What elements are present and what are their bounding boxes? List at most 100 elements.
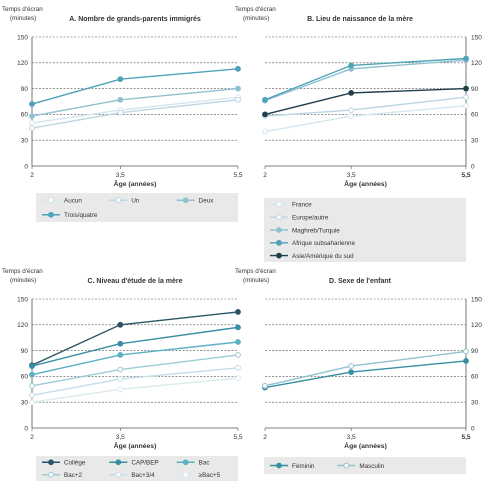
legend-swatch-marker bbox=[115, 197, 122, 204]
x-tick-label: 2 bbox=[263, 434, 267, 441]
legend-swatch-marker bbox=[276, 239, 282, 246]
data-point bbox=[348, 90, 355, 96]
series-line-0 bbox=[264, 105, 467, 133]
x-tick-label: 2 bbox=[30, 172, 34, 179]
y-tick-label: 90 bbox=[471, 348, 479, 355]
legend-swatch-marker bbox=[182, 197, 189, 204]
y-tick-label: 0 bbox=[471, 163, 475, 170]
data-point bbox=[29, 392, 35, 399]
x-tick-label: 3,5 bbox=[116, 172, 125, 179]
x-tick-label: 5,5 bbox=[233, 172, 242, 179]
y-axis-label-line: (minutes) bbox=[243, 15, 269, 22]
y-tick-label: 30 bbox=[21, 400, 29, 407]
legend-entry: CAP/BEP bbox=[131, 460, 158, 467]
legend-swatch-marker bbox=[276, 252, 282, 259]
chart-title: D. Sexe de l'enfant bbox=[329, 278, 392, 285]
legend-swatch-marker bbox=[182, 471, 189, 478]
series-line-3 bbox=[264, 57, 467, 101]
data-point bbox=[235, 352, 241, 358]
data-point bbox=[29, 382, 35, 389]
y-tick-label: 30 bbox=[471, 400, 479, 407]
y-tick-label: 90 bbox=[21, 86, 29, 93]
series-line-1 bbox=[264, 350, 467, 387]
data-point bbox=[29, 371, 35, 378]
data-point bbox=[235, 324, 241, 331]
data-point bbox=[235, 65, 241, 72]
y-axis-label-line: Temps d'écran bbox=[235, 268, 276, 275]
data-point bbox=[348, 369, 355, 376]
y-tick-label: 30 bbox=[21, 138, 29, 145]
data-point bbox=[235, 375, 241, 382]
data-point bbox=[117, 76, 124, 83]
data-point bbox=[235, 309, 241, 315]
legend-entry: Bac+3/4 bbox=[131, 472, 155, 479]
data-point bbox=[29, 363, 35, 369]
legend-entry: Deux bbox=[199, 198, 215, 205]
series-line-1 bbox=[31, 99, 239, 129]
legend-swatch-marker bbox=[343, 462, 350, 469]
legend-entry: Collège bbox=[64, 460, 86, 467]
legend-swatch-marker bbox=[276, 201, 282, 208]
chart-title: A. Nombre de grands-parents immigrés bbox=[69, 16, 201, 23]
data-point bbox=[262, 128, 268, 135]
data-point bbox=[262, 382, 268, 389]
legend-swatch-marker bbox=[48, 471, 54, 478]
legend-entry: Trois/quatre bbox=[64, 212, 98, 219]
chart-panel-1: A. Nombre de grands-parents immigrés Temp… bbox=[2, 6, 243, 222]
y-axis-label-line: Temps d'écran bbox=[2, 6, 43, 13]
x-axis-label: Âge (années) bbox=[114, 179, 157, 188]
series-line-2 bbox=[264, 59, 467, 102]
data-point bbox=[235, 85, 241, 92]
data-point bbox=[262, 111, 268, 118]
legend-entry: Masculin bbox=[359, 463, 384, 470]
y-tick-label: 60 bbox=[471, 112, 479, 119]
legend-entry: Maghreb/Turquie bbox=[292, 227, 340, 234]
legend-box bbox=[264, 457, 466, 474]
legend-swatch-marker bbox=[276, 227, 282, 233]
legend-box bbox=[36, 193, 238, 222]
legend-entry: Asie/Amérique du sud bbox=[292, 253, 354, 260]
series-line-1 bbox=[31, 326, 239, 367]
data-point bbox=[348, 62, 355, 69]
legend-entry: Bac bbox=[199, 460, 210, 467]
data-point bbox=[463, 55, 469, 62]
data-point bbox=[463, 348, 469, 355]
legend-box bbox=[264, 198, 466, 262]
data-point bbox=[117, 386, 124, 393]
x-tick-label: 3,5 bbox=[347, 172, 356, 179]
x-tick-label: 3,5 bbox=[116, 434, 125, 441]
data-point bbox=[29, 120, 35, 126]
series-line-2 bbox=[31, 87, 239, 117]
y-tick-label: 0 bbox=[24, 163, 28, 170]
legend-entry: Aucun bbox=[64, 198, 82, 205]
y-tick-label: 150 bbox=[471, 296, 482, 303]
y-tick-label: 150 bbox=[17, 296, 28, 303]
data-point bbox=[348, 107, 355, 113]
x-tick-label: 2 bbox=[30, 434, 34, 441]
y-axis-label-line: Temps d'écran bbox=[2, 268, 43, 275]
legend-swatch-marker bbox=[182, 459, 189, 466]
data-point bbox=[463, 94, 469, 101]
data-point bbox=[235, 96, 241, 103]
x-axis-label: Âge (années) bbox=[344, 179, 387, 188]
legend-box bbox=[36, 456, 238, 481]
legend-swatch-marker bbox=[276, 462, 282, 469]
x-tick-label: 5,5 bbox=[461, 434, 470, 441]
legend-entry: ≥Bac+5 bbox=[199, 472, 221, 479]
data-point bbox=[463, 358, 469, 364]
y-axis-label-line: (minutes) bbox=[243, 277, 269, 284]
legend-swatch-marker bbox=[48, 459, 54, 466]
legend-swatch-marker bbox=[48, 211, 54, 218]
legend-swatch-marker bbox=[115, 471, 122, 478]
legend-entry: Un bbox=[131, 198, 140, 205]
legend-entry: France bbox=[292, 202, 312, 209]
y-axis-label-line: (minutes) bbox=[10, 15, 36, 22]
data-point bbox=[29, 113, 35, 120]
data-point bbox=[29, 125, 35, 132]
y-tick-label: 0 bbox=[471, 425, 475, 432]
series-line-4 bbox=[264, 87, 467, 116]
x-axis-label: Âge (années) bbox=[114, 441, 157, 450]
y-tick-label: 0 bbox=[24, 425, 28, 432]
data-point bbox=[348, 113, 355, 120]
y-tick-label: 90 bbox=[21, 348, 29, 355]
